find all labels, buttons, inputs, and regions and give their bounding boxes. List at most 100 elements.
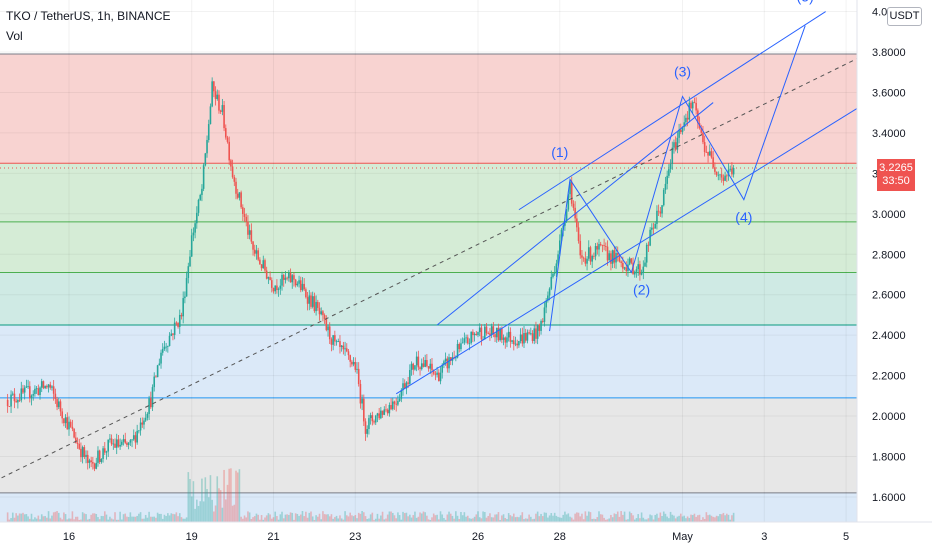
volume-bar <box>501 515 503 522</box>
candle-body <box>136 430 138 443</box>
volume-bar <box>15 513 17 522</box>
volume-bar <box>386 514 389 522</box>
price-axis[interactable]: 4.00003.80003.60003.40003.20003.00002.80… <box>856 0 932 550</box>
channel-upper-line[interactable] <box>518 11 826 211</box>
wave-label: (3) <box>674 63 691 79</box>
currency-button[interactable]: USDT <box>887 7 922 26</box>
volume-bar <box>323 514 326 522</box>
candle-body <box>52 386 55 394</box>
candle-body <box>560 229 563 241</box>
volume-bar <box>560 517 563 522</box>
candle-body <box>598 244 600 250</box>
candle-body <box>264 260 266 271</box>
candle-body <box>139 422 142 431</box>
candle-body <box>214 91 217 99</box>
candle-body <box>199 194 202 200</box>
candle-body <box>35 388 38 390</box>
symbol-title[interactable]: TKO / TetherUS, 1h, BINANCE <box>6 9 171 23</box>
candle-body <box>351 361 353 365</box>
candle-body <box>477 332 479 336</box>
fib-zone-4 <box>0 325 857 398</box>
volume-bar <box>272 517 275 522</box>
volume-bar <box>127 516 130 522</box>
volume-bar <box>245 517 248 522</box>
volume-bar <box>707 515 709 522</box>
volume-bar <box>644 519 646 522</box>
candle-body <box>211 81 213 107</box>
time-tick-label: 26 <box>472 531 484 543</box>
candle-body <box>359 384 362 404</box>
volume-bar <box>361 511 363 522</box>
candle-body <box>92 462 94 464</box>
volume-bar <box>564 511 566 522</box>
elliott-wave-path[interactable] <box>549 25 806 332</box>
candle-body <box>298 280 300 284</box>
volume-bar <box>395 518 397 522</box>
candle-body <box>577 227 580 241</box>
volume-bar <box>180 517 183 522</box>
volume-bar <box>105 514 108 522</box>
candle-body <box>156 365 159 378</box>
volume-bar <box>424 512 426 522</box>
candle-body <box>506 337 508 343</box>
volume-bar <box>42 516 45 522</box>
candle-body <box>323 315 326 319</box>
volume-bar <box>608 518 611 522</box>
volume-bar <box>259 519 261 522</box>
candle-body <box>22 388 24 393</box>
volume-bar <box>639 518 641 522</box>
volume-bar <box>221 507 224 522</box>
volume-bar <box>610 514 612 522</box>
time-axis[interactable]: 16 19 21 23 26 28 May 3 5 <box>0 521 932 550</box>
volume-bar <box>8 519 11 522</box>
volume-bar <box>10 517 12 522</box>
volume-bar <box>288 514 290 522</box>
volume-bar <box>569 516 571 522</box>
candle-body <box>383 409 386 415</box>
volume-bar <box>657 517 660 522</box>
price-tick-label: 3.8000 <box>872 47 906 59</box>
volume-bar <box>572 519 575 522</box>
candle-body <box>640 272 643 275</box>
candle-body <box>330 339 333 345</box>
candle-body <box>240 192 242 208</box>
drawing-tools[interactable] <box>0 11 867 485</box>
volume-bar <box>328 516 331 522</box>
candle-body <box>305 289 307 298</box>
candle-body <box>407 382 409 384</box>
volume-bar <box>632 515 634 522</box>
volume-bar <box>78 519 81 522</box>
candle-body <box>190 235 193 257</box>
channel-mid-line[interactable] <box>436 102 714 326</box>
candle-body <box>245 216 248 222</box>
volume-bar <box>625 519 628 522</box>
volume-bar <box>373 519 375 522</box>
candle-body <box>714 167 716 172</box>
volume-bar <box>325 514 328 522</box>
volume-bar <box>330 514 333 522</box>
candle-body <box>492 326 495 335</box>
volume-indicator-label[interactable]: Vol <box>6 29 23 43</box>
volume-bar <box>409 514 411 522</box>
dashed-trendline[interactable] <box>0 53 867 485</box>
channel-lower-line[interactable] <box>395 102 867 395</box>
candle-body <box>691 102 694 109</box>
candle-body <box>86 454 89 463</box>
volume-bar <box>434 515 437 522</box>
volume-bar <box>645 519 648 522</box>
candle-body <box>671 147 674 164</box>
candle-body <box>134 435 137 443</box>
candle-body <box>378 413 380 419</box>
candle-body <box>431 363 433 371</box>
volume-bar <box>284 514 287 522</box>
volume-bar <box>436 514 438 522</box>
volume-bar <box>279 514 282 522</box>
volume-bar <box>345 515 348 522</box>
candle-body <box>216 94 219 99</box>
volume-bar <box>656 513 658 522</box>
candle-body <box>557 254 559 264</box>
candle-body <box>409 370 411 384</box>
candle-body <box>507 331 510 338</box>
volume-bar <box>276 516 278 522</box>
